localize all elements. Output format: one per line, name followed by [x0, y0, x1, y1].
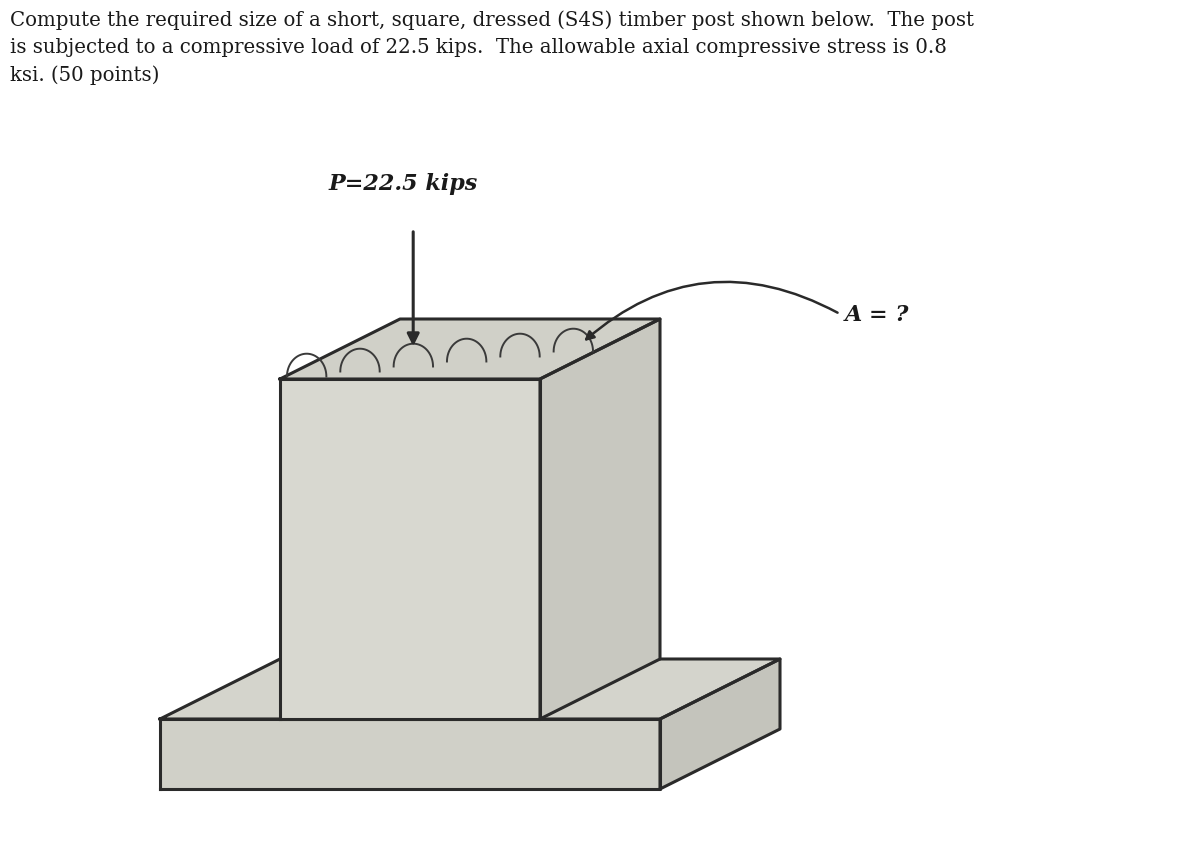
Text: P=22.5 kips: P=22.5 kips: [329, 173, 478, 195]
Polygon shape: [160, 659, 780, 719]
Text: A = ?: A = ?: [845, 304, 910, 326]
Polygon shape: [160, 719, 660, 789]
Text: Compute the required size of a short, square, dressed (S4S) timber post shown be: Compute the required size of a short, sq…: [10, 10, 974, 85]
Polygon shape: [660, 659, 780, 789]
Polygon shape: [540, 320, 660, 719]
Polygon shape: [280, 380, 540, 719]
Polygon shape: [280, 320, 660, 380]
